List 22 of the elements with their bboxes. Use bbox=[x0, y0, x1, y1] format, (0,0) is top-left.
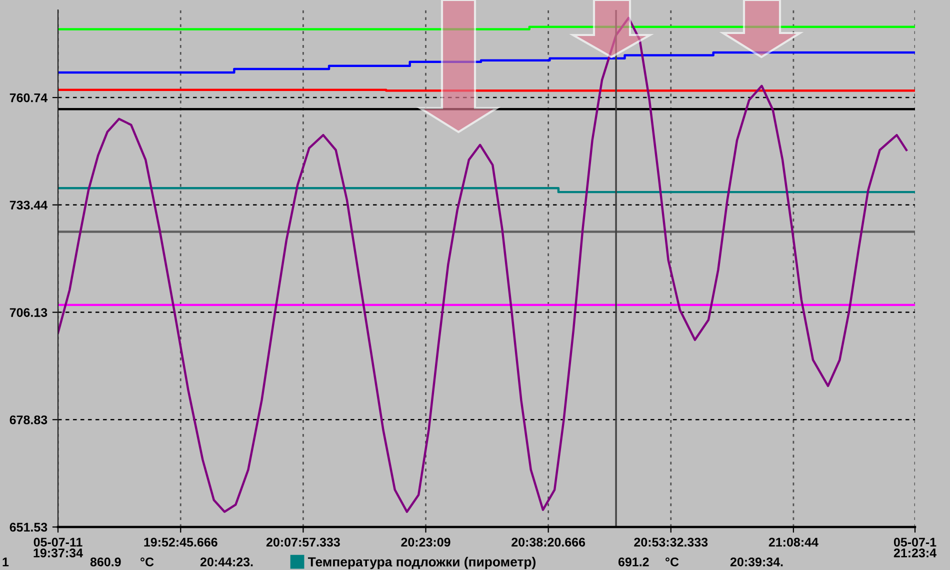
x-tick-label: 20:53:32.333 bbox=[634, 538, 708, 547]
x-tick-label: 20:38:20.666 bbox=[512, 538, 586, 547]
x-tick-label: 19:52:45.666 bbox=[144, 538, 218, 547]
y-tick-label: 651.53 bbox=[10, 522, 48, 532]
x-tick-label: 21:08:44 bbox=[768, 538, 818, 547]
x-tick-label: 20:07:57.333 bbox=[266, 538, 340, 547]
y-tick-label: 733.44 bbox=[10, 200, 48, 210]
legend-label: Температура подложки (пирометр) bbox=[308, 556, 536, 570]
line-series bbox=[58, 16, 908, 513]
x-tick-label: 05-07-1 21:23:4 bbox=[894, 538, 936, 558]
y-tick-label: 706.13 bbox=[10, 308, 48, 317]
text: 20:44:23. bbox=[200, 558, 253, 566]
text: 860.9 bbox=[90, 558, 121, 566]
x-tick-label: 20:23:09 bbox=[401, 538, 450, 547]
text: °C bbox=[666, 558, 679, 566]
y-tick-label: 760.74 bbox=[10, 93, 48, 102]
x-tick-label: 05-07-11 19:37:34 bbox=[34, 538, 83, 558]
text: 20:39:34. bbox=[730, 558, 783, 566]
y-tick-label: 678.83 bbox=[10, 415, 48, 424]
text: 1 bbox=[2, 558, 9, 566]
text: 691.2 bbox=[618, 558, 649, 566]
text: °C bbox=[140, 558, 154, 566]
